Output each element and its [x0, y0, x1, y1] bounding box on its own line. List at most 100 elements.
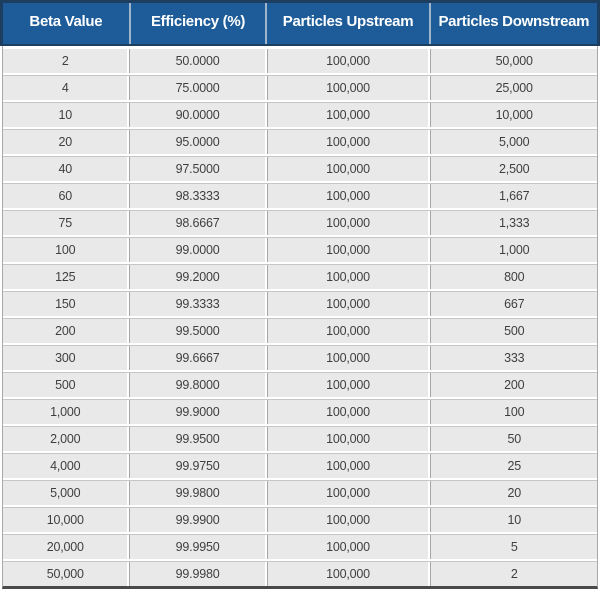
table-row: 75 98.6667 100,000 1,333	[3, 210, 597, 235]
table-cell: 1,000	[3, 400, 128, 424]
table-row: 1,000 99.9000 100,000 100	[3, 399, 597, 424]
table-cell: 100,000	[266, 319, 429, 343]
table-cell: 99.9750	[129, 454, 265, 478]
table-row: 300 99.6667 100,000 333	[3, 345, 597, 370]
table-cell: 100,000	[266, 130, 429, 154]
table-cell: 100	[430, 400, 597, 424]
table-row: 40 97.5000 100,000 2,500	[3, 156, 597, 181]
table-cell: 100,000	[266, 400, 429, 424]
table-cell: 200	[3, 319, 128, 343]
table-row: 50,000 99.9980 100,000 2	[3, 561, 597, 586]
table-row: 60 98.3333 100,000 1,667	[3, 183, 597, 208]
table-cell: 100,000	[266, 103, 429, 127]
column-header-particles-downstream: Particles Downstream	[428, 3, 597, 44]
table-cell: 60	[3, 184, 128, 208]
table-cell: 25	[430, 454, 597, 478]
table-header: Beta Value Efficiency (%) Particles Upst…	[0, 0, 600, 46]
table-cell: 100,000	[266, 373, 429, 397]
table-cell: 100,000	[266, 535, 429, 559]
table-cell: 2	[3, 49, 128, 73]
table-cell: 500	[430, 319, 597, 343]
table-cell: 75	[3, 211, 128, 235]
table-row: 2 50.0000 100,000 50,000	[3, 49, 597, 73]
table-cell: 95.0000	[129, 130, 265, 154]
table-row: 5,000 99.9800 100,000 20	[3, 480, 597, 505]
table-cell: 150	[3, 292, 128, 316]
table-row: 500 99.8000 100,000 200	[3, 372, 597, 397]
table-cell: 5,000	[430, 130, 597, 154]
table-cell: 5,000	[3, 481, 128, 505]
table-cell: 4,000	[3, 454, 128, 478]
table-cell: 200	[430, 373, 597, 397]
table-cell: 40	[3, 157, 128, 181]
table-cell: 98.6667	[129, 211, 265, 235]
table-cell: 20	[430, 481, 597, 505]
column-header-particles-upstream: Particles Upstream	[265, 3, 428, 44]
table-cell: 100,000	[266, 481, 429, 505]
table-cell: 300	[3, 346, 128, 370]
table-cell: 99.6667	[129, 346, 265, 370]
table-row: 4 75.0000 100,000 25,000	[3, 75, 597, 100]
table-cell: 99.2000	[129, 265, 265, 289]
table-row: 10,000 99.9900 100,000 10	[3, 507, 597, 532]
table-row: 2,000 99.9500 100,000 50	[3, 426, 597, 451]
table-row: 150 99.3333 100,000 667	[3, 291, 597, 316]
table-cell: 100,000	[266, 211, 429, 235]
table-cell: 25,000	[430, 76, 597, 100]
table-cell: 75.0000	[129, 76, 265, 100]
table-cell: 50	[430, 427, 597, 451]
table-cell: 10	[430, 508, 597, 532]
table-cell: 98.3333	[129, 184, 265, 208]
table-cell: 10,000	[430, 103, 597, 127]
table-cell: 100,000	[266, 238, 429, 262]
table-cell: 10	[3, 103, 128, 127]
table-cell: 99.3333	[129, 292, 265, 316]
table-cell: 2	[430, 562, 597, 586]
table-cell: 2,000	[3, 427, 128, 451]
table-cell: 20,000	[3, 535, 128, 559]
table-cell: 5	[430, 535, 597, 559]
table-cell: 90.0000	[129, 103, 265, 127]
table-cell: 1,000	[430, 238, 597, 262]
table-cell: 100,000	[266, 184, 429, 208]
table-cell: 99.9000	[129, 400, 265, 424]
table-cell: 667	[430, 292, 597, 316]
table-row: 10 90.0000 100,000 10,000	[3, 102, 597, 127]
table-cell: 99.0000	[129, 238, 265, 262]
table-cell: 50.0000	[129, 49, 265, 73]
table-cell: 500	[3, 373, 128, 397]
table-cell: 125	[3, 265, 128, 289]
table-cell: 99.9500	[129, 427, 265, 451]
table-cell: 100,000	[266, 454, 429, 478]
table-cell: 1,333	[430, 211, 597, 235]
table-cell: 99.9950	[129, 535, 265, 559]
table-row: 20 95.0000 100,000 5,000	[3, 129, 597, 154]
table-cell: 97.5000	[129, 157, 265, 181]
table-cell: 99.9800	[129, 481, 265, 505]
table-row: 4,000 99.9750 100,000 25	[3, 453, 597, 478]
table-cell: 100,000	[266, 346, 429, 370]
table-row: 125 99.2000 100,000 800	[3, 264, 597, 289]
table-cell: 100	[3, 238, 128, 262]
table-cell: 99.9900	[129, 508, 265, 532]
table-cell: 333	[430, 346, 597, 370]
table-cell: 99.5000	[129, 319, 265, 343]
table-cell: 99.8000	[129, 373, 265, 397]
column-header-efficiency: Efficiency (%)	[128, 3, 266, 44]
table-cell: 100,000	[266, 157, 429, 181]
table-cell: 800	[430, 265, 597, 289]
table-row: 200 99.5000 100,000 500	[3, 318, 597, 343]
table-cell: 100,000	[266, 427, 429, 451]
table-cell: 50,000	[430, 49, 597, 73]
column-header-beta-value: Beta Value	[29, 13, 103, 30]
table-cell: 4	[3, 76, 128, 100]
table-cell: 10,000	[3, 508, 128, 532]
table-cell: 2,500	[430, 157, 597, 181]
table-cell: 99.9980	[129, 562, 265, 586]
table-cell: 100,000	[266, 508, 429, 532]
table-cell: 100,000	[266, 292, 429, 316]
table-cell: 100,000	[266, 49, 429, 73]
table-body: 2 50.0000 100,000 50,000 4 75.0000 100,000 25,0…	[2, 46, 598, 589]
table-cell: 100,000	[266, 76, 429, 100]
